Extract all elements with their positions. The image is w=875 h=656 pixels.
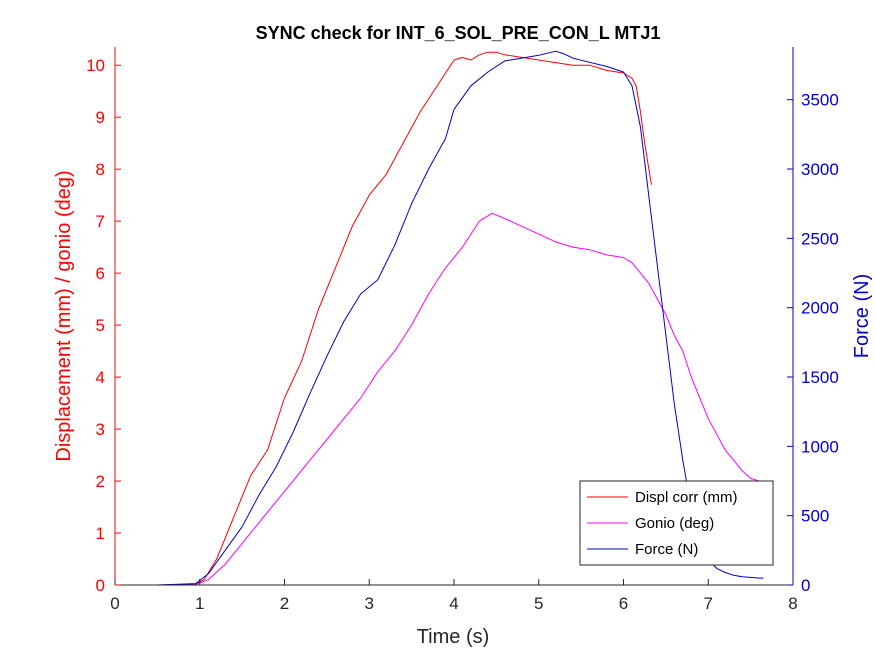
- chart-title: SYNC check for INT_6_SOL_PRE_CON_L MTJ1: [256, 23, 661, 43]
- series-line-1: [115, 212, 764, 586]
- y-left-tick-label-3: 3: [96, 420, 105, 439]
- y-left-tick-label-6: 6: [96, 264, 105, 283]
- x-tick-label-3: 3: [365, 594, 374, 613]
- y-right-tick-label-7: 3500: [801, 91, 839, 110]
- x-tick-label-2: 2: [280, 594, 289, 613]
- y-right-tick-label-3: 1500: [801, 368, 839, 387]
- y-left-tick-label-5: 5: [96, 316, 105, 335]
- y-left-tick-label-7: 7: [96, 212, 105, 231]
- x-tick-label-1: 1: [195, 594, 204, 613]
- x-tick-label-7: 7: [704, 594, 713, 613]
- x-tick-layer: 0 1 2 3 4 5 6 7 8: [110, 579, 798, 613]
- x-tick-label-5: 5: [534, 594, 543, 613]
- x-tick-label-4: 4: [449, 594, 458, 613]
- y-left-tick-label-4: 4: [96, 368, 105, 387]
- legend: Displ corr (mm) Gonio (deg) Force (N): [579, 480, 774, 566]
- series-line-0: [115, 51, 652, 586]
- y-left-tick-label-8: 8: [96, 160, 105, 179]
- x-tick-label-0: 0: [110, 594, 119, 613]
- x-tick-label-6: 6: [619, 594, 628, 613]
- y-left-tick-label-0: 0: [96, 576, 105, 595]
- y-left-tick-label-10: 10: [86, 56, 105, 75]
- y-right-tick-label-6: 3000: [801, 160, 839, 179]
- y-right-tick-layer: 0 500 1000 1500 2000 2500 3000 3500: [787, 91, 839, 595]
- y-right-tick-label-5: 2500: [801, 229, 839, 248]
- y-left-tick-label-2: 2: [96, 472, 105, 491]
- x-axis-label: Time (s): [417, 626, 490, 648]
- legend-label-2: Force (N): [635, 541, 698, 558]
- legend-label-1: Gonio (deg): [635, 515, 714, 532]
- y-right-tick-label-1: 500: [801, 507, 829, 526]
- x-tick-label-8: 8: [788, 594, 797, 613]
- legend-items: Displ corr (mm) Gonio (deg) Force (N): [587, 489, 738, 558]
- y-right-tick-label-0: 0: [801, 576, 810, 595]
- y-left-tick-label-9: 9: [96, 108, 105, 127]
- y-left-tick-layer: 0 1 2 3 4 5 6 7 8 9 10: [86, 56, 121, 595]
- y-axis-left-label: Displacement (mm) / gonio (deg): [53, 170, 75, 461]
- y-right-tick-label-4: 2000: [801, 299, 839, 318]
- y-left-tick-label-1: 1: [96, 524, 105, 543]
- legend-label-0: Displ corr (mm): [635, 489, 738, 506]
- y-right-tick-label-2: 1000: [801, 437, 839, 456]
- y-axis-right-label: Force (N): [851, 274, 873, 358]
